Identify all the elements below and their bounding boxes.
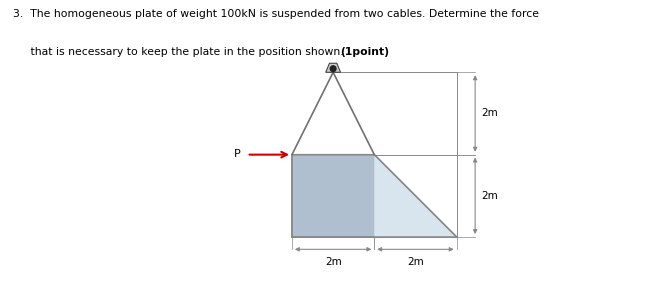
Text: (1point): (1point): [340, 47, 390, 57]
Polygon shape: [292, 155, 457, 237]
Text: 2m: 2m: [481, 108, 498, 118]
Text: 2m: 2m: [407, 257, 424, 267]
Text: that is necessary to keep the plate in the position shown.: that is necessary to keep the plate in t…: [13, 47, 347, 57]
Circle shape: [330, 66, 336, 71]
Text: P: P: [234, 149, 240, 159]
Text: 2m: 2m: [481, 191, 498, 201]
Polygon shape: [374, 155, 457, 237]
Text: 2m: 2m: [325, 257, 342, 267]
Polygon shape: [326, 63, 340, 72]
Text: 3.  The homogeneous plate of weight 100kN is suspended from two cables. Determin: 3. The homogeneous plate of weight 100kN…: [13, 9, 539, 19]
